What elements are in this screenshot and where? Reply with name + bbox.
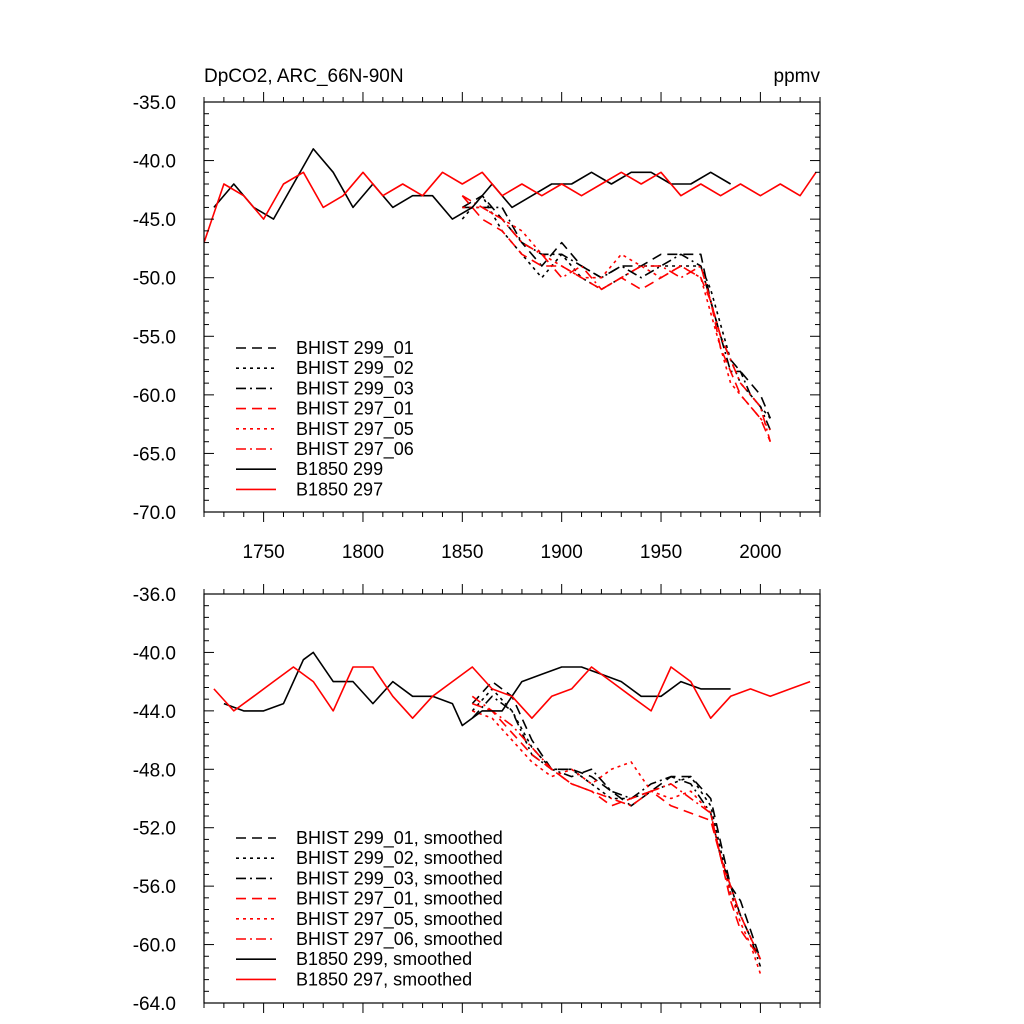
y-tick-label: -44.0 [133,702,176,723]
series-line-8 [204,171,817,243]
x-tick-label: 1800 [342,542,384,563]
y-tick-label: -36.0 [133,585,176,606]
legend-label: BHIST 297_01, smoothed [296,889,503,910]
series-line-3 [462,206,772,431]
legend-label: BHIST 297_01 [296,399,414,420]
series-line-7 [213,148,732,220]
legend-label: BHIST 299_03, smoothed [296,868,503,889]
legend-label: BHIST 299_02 [296,358,414,379]
series-line-1 [461,194,772,419]
legend-label: BHIST 297_05 [296,419,414,440]
y-tick-label: -40.0 [133,643,176,664]
series-group [204,148,817,443]
y-tick-label: -35.0 [133,93,176,114]
x-tick-label: 1950 [640,542,682,563]
y-tick-label: -55.0 [133,327,176,348]
x-tick-label: 1850 [441,542,483,563]
top-panel: -70.0 -65.0 -60.0 -55.0 -50.0 -45.0 -40.0 -35.0… [133,92,821,563]
y-tick-label: -48.0 [133,760,176,781]
legend-label: BHIST 297_06, smoothed [296,929,503,950]
series-line-8 [213,666,811,719]
x-tick-label: 1750 [242,542,284,563]
x-tick-label: 2000 [739,542,781,563]
legend-label: BHIST 299_01, smoothed [296,828,503,849]
series-line-6 [461,195,772,442]
legend-label: BHIST 297_05, smoothed [296,909,503,930]
legend-label: B1850 297 [296,479,383,499]
y-tick-label: -50.0 [133,269,176,290]
series-line-2 [461,194,771,419]
legend-label: BHIST 299_02, smoothed [296,848,503,869]
series-group [213,651,811,975]
figure-title: DpCO2, ARC_66N-90N [204,66,404,87]
series-line-4 [461,195,772,443]
x-tick-label: 1900 [541,542,583,563]
y-tick-label: -45.0 [133,210,176,231]
y-tick-label: -40.0 [133,152,176,173]
legend-label: B1850 297, smoothed [296,969,472,989]
plot-frame [203,593,821,1004]
y-tick-label: -52.0 [133,819,176,840]
plot-frame [203,101,821,513]
bottom-panel: -64.0 -60.0 -56.0 -52.0 -48.0 -44.0 -40.0 -36.0… [133,584,821,1015]
y-tick-label: -60.0 [133,936,176,957]
series-line-6 [471,695,762,960]
legend-label: BHIST 297_06 [296,439,414,460]
legend-label: B1850 299, smoothed [296,949,472,969]
y-tick-label: -64.0 [133,994,176,1015]
figure-units: ppmv [774,66,821,87]
series-line-7 [223,651,731,727]
y-tick-label: -56.0 [133,877,176,898]
legend-label: BHIST 299_03 [296,378,414,399]
series-line-4 [472,702,762,960]
series-line-5 [462,206,771,431]
y-tick-label: -65.0 [133,444,176,465]
series-line-2 [471,688,762,960]
y-tick-label: -60.0 [133,386,176,407]
legend-label: BHIST 299_01 [296,338,414,359]
y-tick-label: -70.0 [133,503,176,524]
series-line-1 [471,680,762,960]
legend-label: B1850 299 [296,459,383,479]
series-line-3 [471,695,762,967]
